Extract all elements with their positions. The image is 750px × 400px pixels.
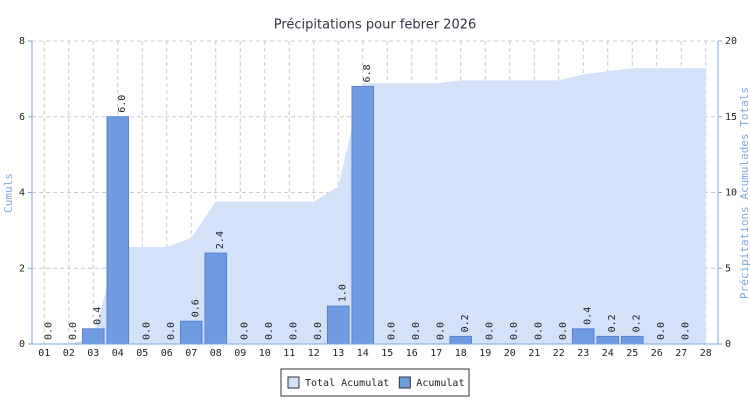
bar <box>106 116 130 345</box>
x-tick-label: 23 <box>577 348 589 359</box>
y-tick-label: 8 <box>19 36 25 47</box>
value-label: 0.0 <box>509 322 520 340</box>
legend-swatch <box>287 376 300 389</box>
x-tick-label: 11 <box>283 348 295 359</box>
x-tick-label: 27 <box>675 348 687 359</box>
value-label: 0.0 <box>656 322 667 340</box>
bar <box>571 328 595 345</box>
x-tick-label: 15 <box>381 348 393 359</box>
x-tick-label: 24 <box>602 348 614 359</box>
value-label: 2.4 <box>215 231 226 249</box>
value-label: 0.0 <box>141 322 152 340</box>
x-tick-label: 20 <box>504 348 516 359</box>
value-label: 0.2 <box>631 314 642 332</box>
x-tick-label: 08 <box>210 348 222 359</box>
value-label: 0.0 <box>484 322 495 340</box>
value-label: 0.0 <box>435 322 446 340</box>
legend-label: Acumulat <box>416 378 464 389</box>
y2-tick-label: 10 <box>725 188 737 199</box>
x-tick-label: 04 <box>112 348 124 359</box>
y2-tick-label: 5 <box>725 263 731 274</box>
value-label: 0.0 <box>680 322 691 340</box>
bar <box>81 328 105 345</box>
value-label: 0.0 <box>558 322 569 340</box>
x-tick-label: 06 <box>161 348 173 359</box>
value-label: 0.0 <box>533 322 544 340</box>
value-label: 0.0 <box>411 322 422 340</box>
x-tick-label: 13 <box>332 348 344 359</box>
x-tick-label: 19 <box>479 348 491 359</box>
legend-box <box>280 368 470 397</box>
legend-label: Total Acumulat <box>305 378 389 389</box>
x-tick-label: 09 <box>234 348 246 359</box>
y-tick-label: 4 <box>19 188 25 199</box>
bar <box>179 320 203 345</box>
x-tick-label: 17 <box>430 348 442 359</box>
x-tick-label: 10 <box>259 348 271 359</box>
x-tick-label: 25 <box>626 348 638 359</box>
y2-tick-label: 0 <box>725 339 731 350</box>
value-label: 0.6 <box>190 299 201 317</box>
value-label: 0.0 <box>288 322 299 340</box>
y-tick-label: 0 <box>19 339 25 350</box>
x-tick-label: 01 <box>38 348 50 359</box>
legend-swatch <box>398 376 411 389</box>
value-label: 0.2 <box>607 314 618 332</box>
value-label: 6.0 <box>117 95 128 113</box>
value-label: 1.0 <box>337 284 348 302</box>
y-axis-label: Cumuls <box>2 173 15 213</box>
x-tick-label: 22 <box>553 348 565 359</box>
x-tick-label: 12 <box>308 348 320 359</box>
y2-tick-label: 20 <box>725 36 737 47</box>
value-label: 0.0 <box>43 322 54 340</box>
y2-tick-label: 15 <box>725 112 737 123</box>
value-label: 0.0 <box>68 322 79 340</box>
bar <box>620 335 644 345</box>
value-label: 0.4 <box>92 307 103 325</box>
x-tick-label: 07 <box>185 348 197 359</box>
y2-axis-label: Précipitations Acumulades Totals <box>738 87 750 299</box>
x-tick-label: 16 <box>406 348 418 359</box>
value-label: 0.0 <box>239 322 250 340</box>
y-tick-label: 2 <box>19 263 25 274</box>
bar <box>596 335 620 345</box>
x-tick-label: 21 <box>528 348 540 359</box>
value-label: 0.0 <box>264 322 275 340</box>
bar <box>351 85 375 345</box>
bar <box>204 252 228 345</box>
y-tick-label: 6 <box>19 112 25 123</box>
value-label: 0.2 <box>460 314 471 332</box>
bar <box>326 305 350 345</box>
value-label: 0.4 <box>582 307 593 325</box>
x-tick-label: 18 <box>455 348 467 359</box>
value-label: 0.0 <box>166 322 177 340</box>
x-tick-label: 02 <box>63 348 75 359</box>
chart-title: Précipitations pour febrer 2026 <box>274 18 477 33</box>
x-tick-label: 03 <box>87 348 99 359</box>
x-tick-label: 26 <box>651 348 663 359</box>
bar <box>449 335 473 345</box>
x-tick-label: 05 <box>136 348 148 359</box>
value-label: 0.0 <box>313 322 324 340</box>
value-label: 0.0 <box>386 322 397 340</box>
x-tick-label: 28 <box>700 348 712 359</box>
value-label: 6.8 <box>362 64 373 82</box>
x-tick-label: 14 <box>357 348 369 359</box>
